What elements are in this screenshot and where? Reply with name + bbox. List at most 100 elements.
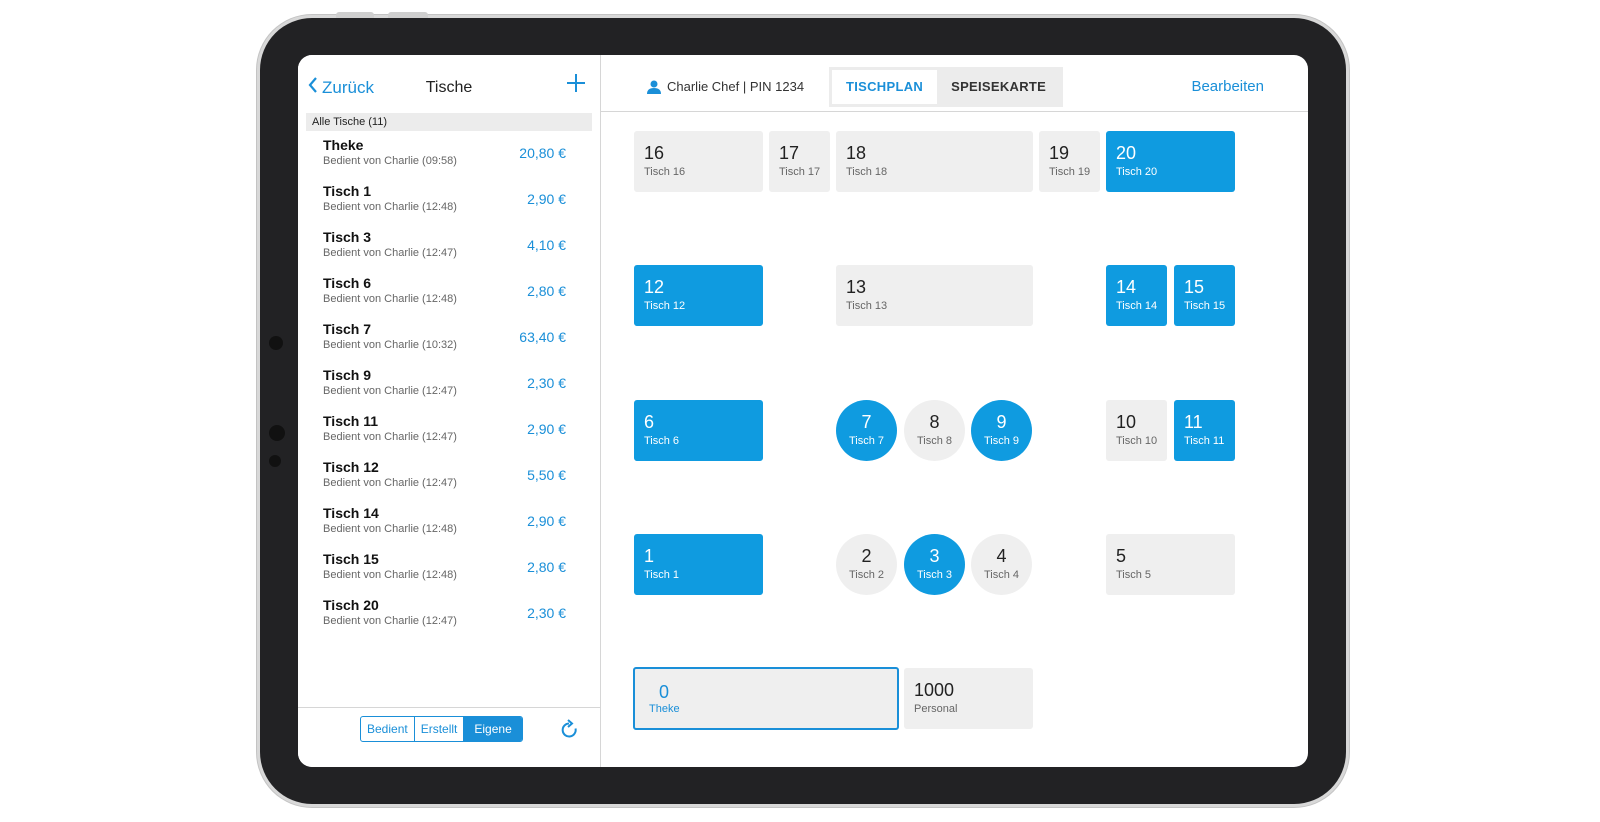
table-number: 0 xyxy=(659,682,670,702)
table-label: Personal xyxy=(914,703,958,715)
table-8[interactable]: 8 Tisch 8 xyxy=(904,400,965,461)
table-label: Tisch 7 xyxy=(848,435,885,447)
table-16[interactable]: 16 Tisch 16 xyxy=(634,131,763,192)
item-name: Tisch 6 xyxy=(323,275,371,291)
table-12[interactable]: 12 Tisch 12 xyxy=(634,265,763,326)
add-table-button[interactable] xyxy=(566,69,586,99)
refresh-button[interactable] xyxy=(560,719,580,746)
sidebar-title: Tische xyxy=(425,79,473,96)
table-20[interactable]: 20 Tisch 20 xyxy=(1106,131,1235,192)
list-item[interactable]: Tisch 20 Bedient von Charlie (12:47) 2,30 … xyxy=(298,595,600,641)
table-17[interactable]: 17 Tisch 17 xyxy=(769,131,830,192)
item-sub: Bedient von Charlie (12:47) xyxy=(323,477,457,489)
list-item[interactable]: Tisch 11 Bedient von Charlie (12:47) 2,90 … xyxy=(298,411,600,457)
list-item[interactable]: Theke Bedient von Charlie (09:58) 20,80 € xyxy=(298,135,600,181)
table-number: 5 xyxy=(1116,546,1127,566)
table-9[interactable]: 9 Tisch 9 xyxy=(971,400,1032,461)
list-item[interactable]: Tisch 9 Bedient von Charlie (12:47) 2,30 € xyxy=(298,365,600,411)
table-number: 13 xyxy=(846,277,867,297)
item-sub: Bedient von Charlie (10:32) xyxy=(323,339,457,351)
app-screen: Zurück Tische Alle Tische (11) Theke Bedi… xyxy=(298,55,1308,767)
item-amount: 2,30 € xyxy=(527,605,566,621)
table-13[interactable]: 13 Tisch 13 xyxy=(836,265,1033,326)
filter-segmented-control: Bedient Erstellt Eigene xyxy=(360,716,523,742)
table-3[interactable]: 3 Tisch 3 xyxy=(904,534,965,595)
table-list: Theke Bedient von Charlie (09:58) 20,80 € … xyxy=(298,135,600,641)
table-number: 12 xyxy=(644,277,665,297)
table-7[interactable]: 7 Tisch 7 xyxy=(836,400,897,461)
table-4[interactable]: 4 Tisch 4 xyxy=(971,534,1032,595)
table-number: 1 xyxy=(644,546,655,566)
sidebar-header: Zurück Tische xyxy=(298,55,600,115)
tab-speisekarte[interactable]: SPEISEKARTE xyxy=(951,79,1047,94)
table-11[interactable]: 11 Tisch 11 xyxy=(1174,400,1235,461)
item-name: Tisch 1 xyxy=(323,183,371,199)
item-sub: Bedient von Charlie (12:48) xyxy=(323,523,457,535)
back-label: Zurück xyxy=(322,77,374,97)
table-label: Tisch 13 xyxy=(846,300,888,312)
filter-bedient[interactable]: Bedient xyxy=(361,717,415,741)
table-number: 3 xyxy=(929,546,940,566)
table-theke[interactable]: 0 Theke xyxy=(633,667,899,730)
table-number: 4 xyxy=(996,546,1007,566)
item-name: Tisch 14 xyxy=(323,505,379,521)
table-6[interactable]: 6 Tisch 6 xyxy=(634,400,763,461)
item-name: Theke xyxy=(323,137,364,153)
item-amount: 63,40 € xyxy=(519,329,566,345)
item-sub: Bedient von Charlie (12:48) xyxy=(323,201,457,213)
table-5[interactable]: 5 Tisch 5 xyxy=(1106,534,1235,595)
table-number: 1000 xyxy=(914,680,955,700)
table-number: 16 xyxy=(644,143,665,163)
table-15[interactable]: 15 Tisch 15 xyxy=(1174,265,1235,326)
current-user: Charlie Chef | PIN 1234 xyxy=(647,79,804,94)
user-icon xyxy=(647,80,661,94)
table-18[interactable]: 18 Tisch 18 xyxy=(836,131,1033,192)
filter-erstellt[interactable]: Erstellt xyxy=(415,717,465,741)
table-number: 14 xyxy=(1116,277,1137,297)
list-item[interactable]: Tisch 7 Bedient von Charlie (10:32) 63,40 … xyxy=(298,319,600,365)
list-item[interactable]: Tisch 6 Bedient von Charlie (12:48) 2,80 € xyxy=(298,273,600,319)
list-item[interactable]: Tisch 1 Bedient von Charlie (12:48) 2,90 € xyxy=(298,181,600,227)
item-amount: 20,80 € xyxy=(519,145,566,161)
table-2[interactable]: 2 Tisch 2 xyxy=(836,534,897,595)
item-amount: 4,10 € xyxy=(527,237,566,253)
table-14[interactable]: 14 Tisch 14 xyxy=(1106,265,1167,326)
table-label: Tisch 17 xyxy=(779,166,821,178)
volume-button xyxy=(336,12,374,18)
table-number: 9 xyxy=(996,412,1007,432)
list-item[interactable]: Tisch 15 Bedient von Charlie (12:48) 2,80 … xyxy=(298,549,600,595)
view-tabs: TISCHPLAN SPEISEKARTE xyxy=(829,67,1064,107)
section-header: Alle Tische (11) xyxy=(306,113,592,131)
table-number: 19 xyxy=(1049,143,1070,163)
item-name: Tisch 3 xyxy=(323,229,371,245)
table-personal[interactable]: 1000 Personal xyxy=(904,668,1033,729)
item-name: Tisch 9 xyxy=(323,367,371,383)
table-label: Tisch 4 xyxy=(983,569,1020,581)
tab-tischplan[interactable]: TISCHPLAN xyxy=(832,70,938,104)
filter-eigene[interactable]: Eigene xyxy=(464,717,522,741)
table-label: Tisch 15 xyxy=(1184,300,1226,312)
table-label: Tisch 11 xyxy=(1184,435,1225,447)
item-sub: Bedient von Charlie (12:47) xyxy=(323,615,457,627)
table-1[interactable]: 1 Tisch 1 xyxy=(634,534,763,595)
item-amount: 2,90 € xyxy=(527,513,566,529)
edit-button[interactable]: Bearbeiten xyxy=(1191,78,1264,95)
item-sub: Bedient von Charlie (12:48) xyxy=(323,569,457,581)
list-item[interactable]: Tisch 14 Bedient von Charlie (12:48) 2,90 … xyxy=(298,503,600,549)
table-label: Tisch 2 xyxy=(848,569,885,581)
table-label: Tisch 3 xyxy=(916,569,953,581)
table-label: Tisch 16 xyxy=(644,166,686,178)
table-label: Tisch 9 xyxy=(983,435,1020,447)
item-name: Tisch 11 xyxy=(323,413,379,429)
item-amount: 2,30 € xyxy=(527,375,566,391)
item-sub: Bedient von Charlie (12:47) xyxy=(323,385,457,397)
table-19[interactable]: 19 Tisch 19 xyxy=(1039,131,1100,192)
back-button[interactable]: Zurück xyxy=(308,77,374,98)
item-amount: 2,90 € xyxy=(527,191,566,207)
table-number: 20 xyxy=(1116,143,1137,163)
item-sub: Bedient von Charlie (12:47) xyxy=(323,247,457,259)
list-item[interactable]: Tisch 3 Bedient von Charlie (12:47) 4,10 € xyxy=(298,227,600,273)
table-10[interactable]: 10 Tisch 10 xyxy=(1106,400,1167,461)
item-amount: 2,80 € xyxy=(527,283,566,299)
list-item[interactable]: Tisch 12 Bedient von Charlie (12:47) 5,50 … xyxy=(298,457,600,503)
